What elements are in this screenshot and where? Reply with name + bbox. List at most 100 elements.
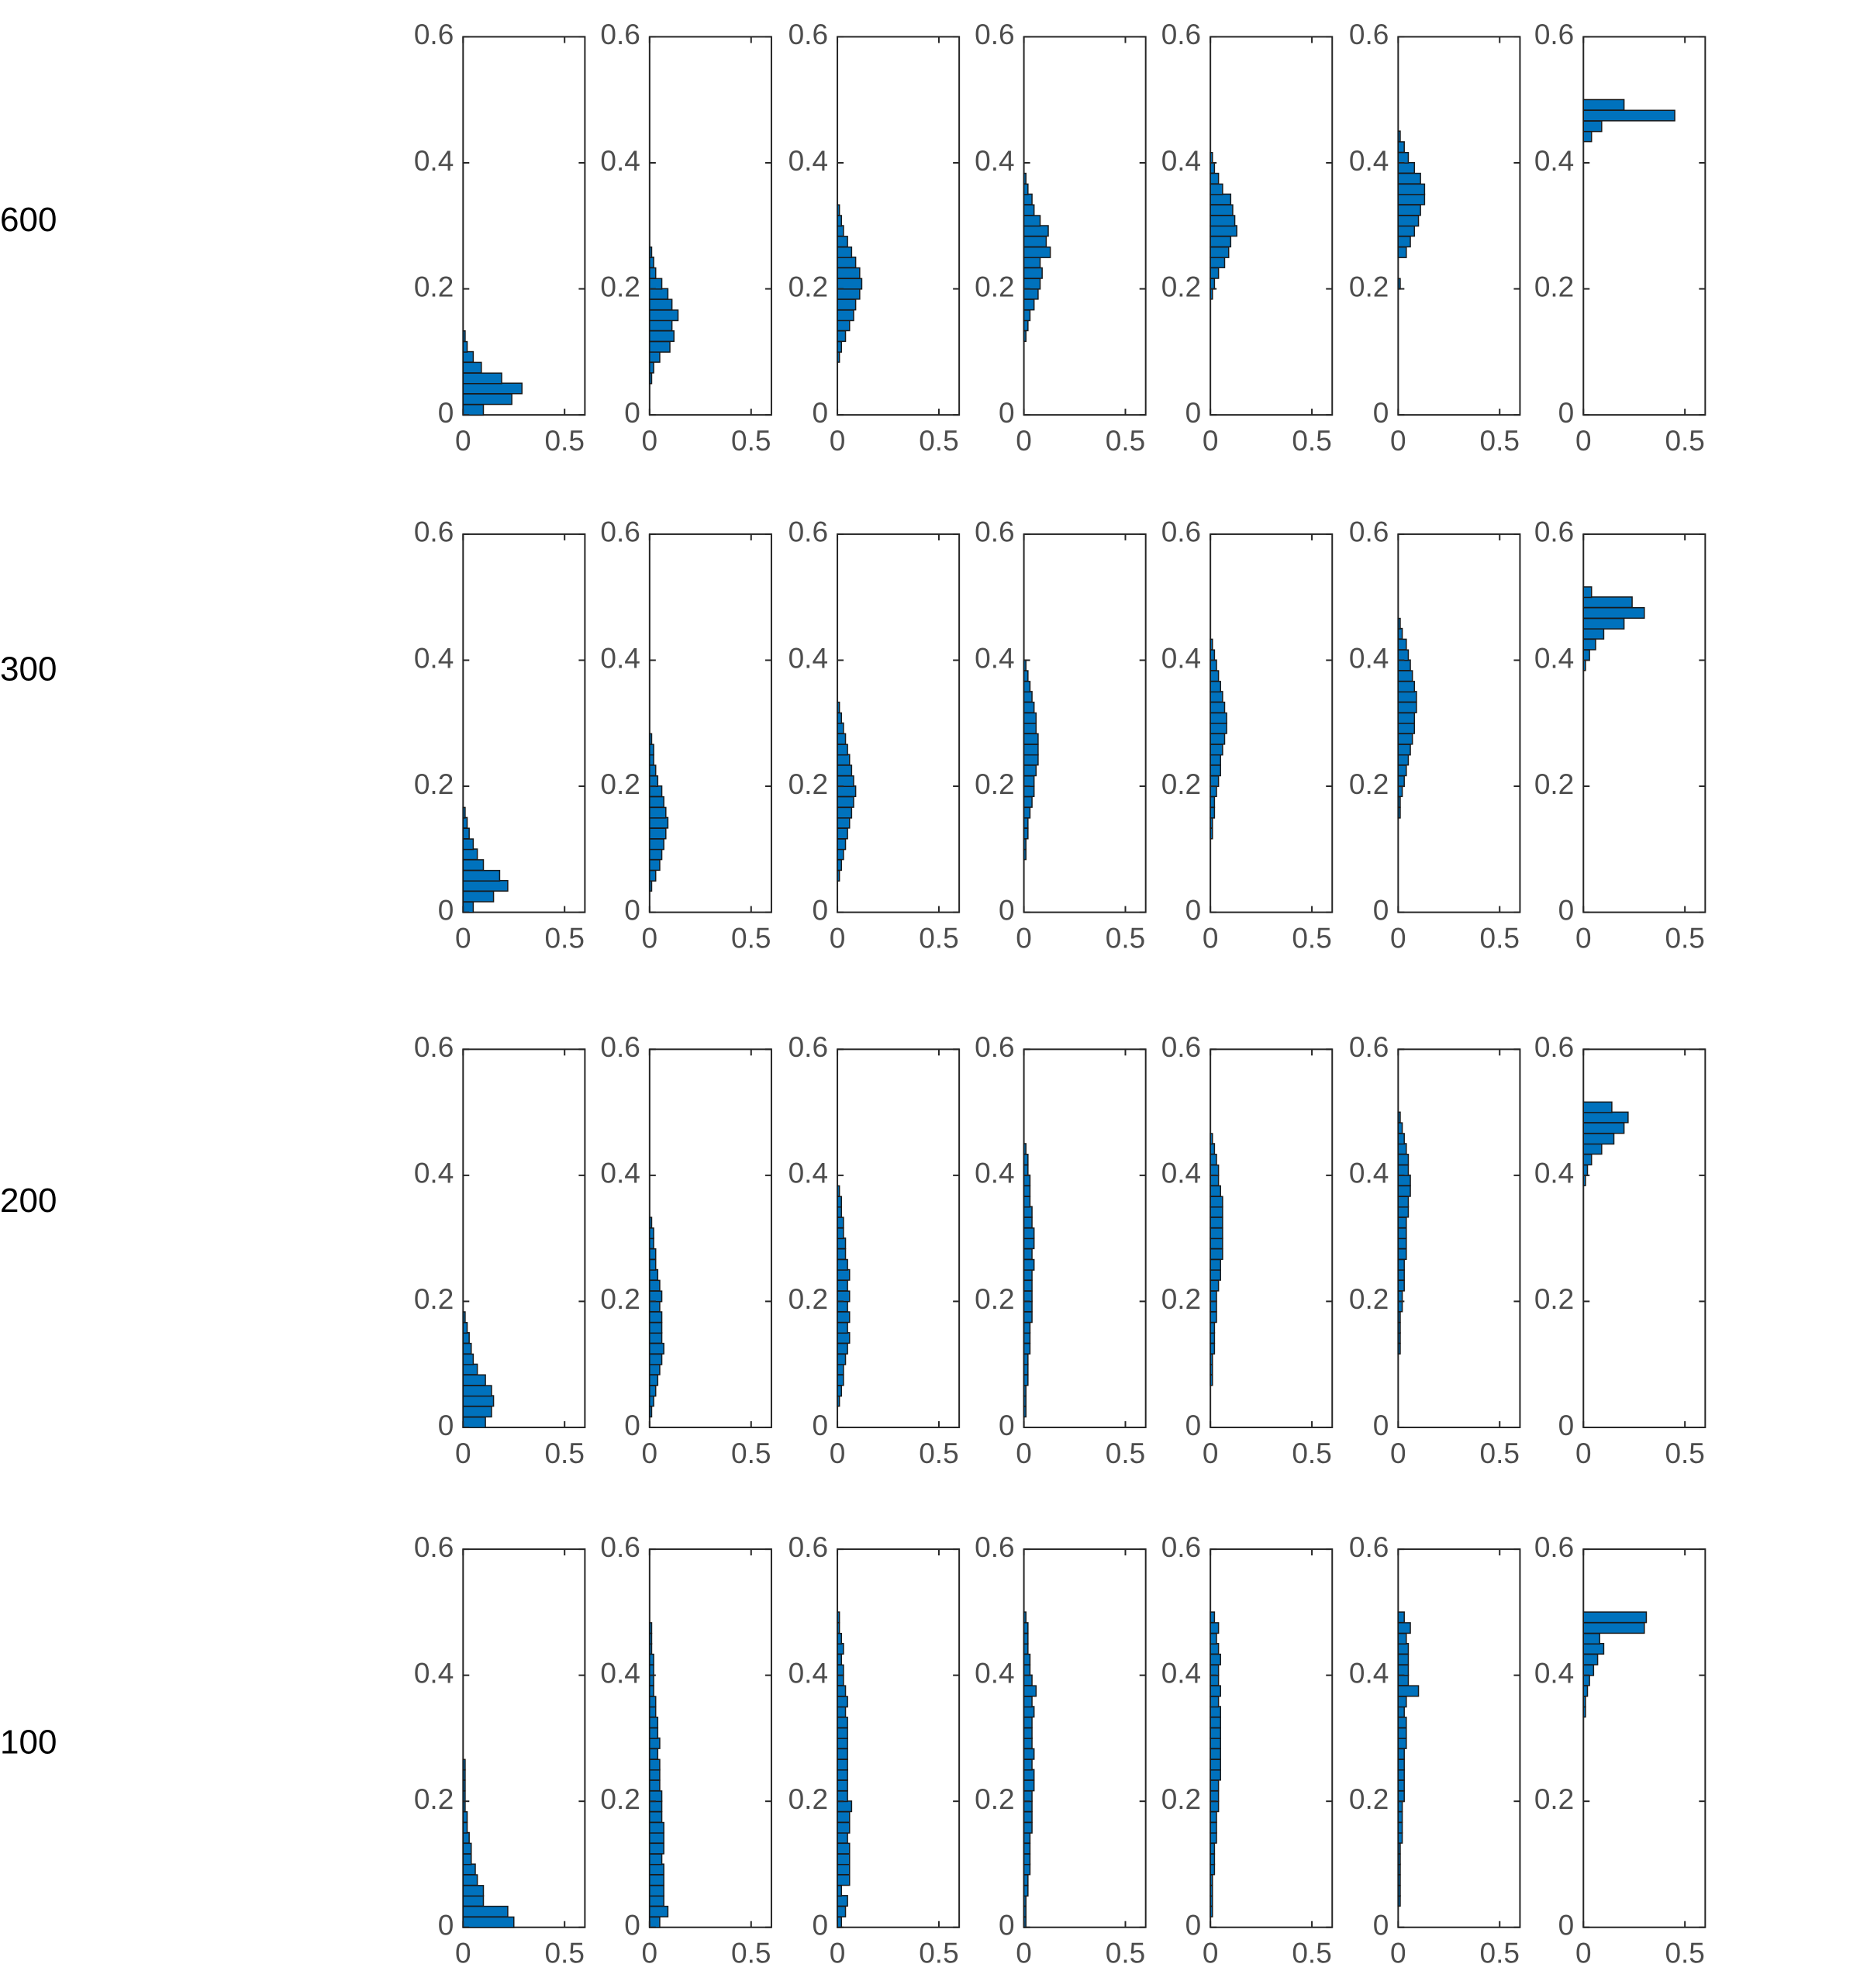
histogram-bar <box>462 382 523 395</box>
histogram-bar <box>837 1790 848 1803</box>
histogram-bar <box>1582 1111 1629 1123</box>
histogram-bar <box>837 1185 840 1197</box>
histogram-bar <box>1397 1196 1410 1208</box>
y-tick-label: 0.2 <box>789 768 828 800</box>
histogram-bar <box>837 1217 844 1229</box>
histogram-bar <box>837 1696 848 1708</box>
histogram-bar <box>837 722 844 734</box>
histogram-bar <box>1023 1790 1033 1803</box>
y-tick-label: 0.4 <box>1534 145 1574 177</box>
histogram-bar <box>1582 1696 1586 1708</box>
histogram-bar <box>1210 1622 1220 1634</box>
histogram-bar <box>837 267 861 279</box>
histogram-bar <box>1397 1122 1403 1134</box>
histogram-bar <box>462 350 474 363</box>
histogram-bar <box>1210 1748 1221 1760</box>
histogram-bar <box>649 1300 661 1313</box>
y-tick-label: 0.6 <box>1534 19 1574 50</box>
y-tick-label: 0 <box>999 1910 1015 1941</box>
histogram-bar <box>837 1821 851 1834</box>
histogram-bar <box>1023 1737 1033 1749</box>
histogram-panel: 0 0.2 0.4 0.6 0 0.5 <box>1534 516 1706 954</box>
y-tick-label: 0 <box>1185 1410 1202 1441</box>
histogram-bar <box>1210 681 1221 693</box>
axes-box <box>648 1548 772 1928</box>
y-tick-label: 0.2 <box>1534 271 1574 302</box>
histogram-bar <box>837 288 861 300</box>
histogram-bar <box>1582 607 1645 620</box>
histogram-bar <box>1023 1632 1029 1645</box>
histogram-bar <box>1023 215 1041 227</box>
histogram-bar <box>1397 1111 1401 1123</box>
histogram-panel: 0 0.2 0.4 0.6 0 0.5 <box>789 1531 961 1969</box>
histogram-bar <box>1210 775 1220 788</box>
x-tick-label: 0 <box>1390 1438 1406 1469</box>
y-tick-label: 0 <box>438 397 454 429</box>
histogram-bar <box>1210 1706 1221 1718</box>
histogram-bar <box>1023 1779 1035 1792</box>
histogram-bar <box>649 288 669 300</box>
histogram-bar <box>837 1758 848 1771</box>
x-tick-label: 0.5 <box>1665 1938 1704 1969</box>
axes-box <box>1210 1548 1334 1928</box>
x-tick-label: 0 <box>830 1938 846 1969</box>
histogram-bar <box>837 1268 851 1281</box>
histogram-bar <box>1023 1717 1033 1729</box>
histogram-bar <box>649 1632 653 1645</box>
histogram-bar <box>1023 1258 1035 1271</box>
y-tick-label: 0.4 <box>975 1158 1014 1189</box>
histogram-bar <box>1210 1810 1217 1824</box>
histogram-bar <box>649 1706 657 1718</box>
y-tick-label: 0.2 <box>1161 1783 1201 1815</box>
histogram-bar <box>1582 1632 1600 1645</box>
histogram-bar <box>1210 215 1236 227</box>
y-tick-label: 0.2 <box>600 271 640 302</box>
x-tick-label: 0.5 <box>1480 425 1520 457</box>
y-tick-label: 0.2 <box>414 1283 454 1315</box>
x-tick-label: 0.5 <box>1665 425 1704 457</box>
histogram-bar <box>1210 1217 1223 1229</box>
histogram-bar <box>1210 806 1216 819</box>
histogram-bar <box>1397 1874 1401 1886</box>
histogram-bar <box>462 1311 466 1324</box>
histogram-row-200: 200 0 0.2 0.4 0.6 0 0.5 0 0.2 0.4 0.6 0 0.5 0 0.2 0.4 0.… <box>0 1031 1706 1469</box>
histogram-bar <box>1023 330 1027 343</box>
histogram-bar <box>1210 1664 1220 1676</box>
y-tick-label: 0 <box>624 1910 640 1941</box>
histogram-bar <box>837 1737 848 1749</box>
histogram-bar <box>462 361 482 374</box>
histogram-bar <box>1582 627 1605 640</box>
histogram-bar <box>1023 775 1035 788</box>
histogram-bar <box>1210 670 1220 682</box>
histogram-bar <box>1397 1322 1401 1334</box>
histogram-bar <box>1023 1385 1027 1397</box>
histogram-bar <box>1210 1642 1220 1655</box>
histogram-bar <box>837 764 853 777</box>
histogram-bar <box>649 1311 663 1324</box>
y-tick-label: 0.6 <box>1161 1531 1201 1563</box>
histogram-bar <box>1210 288 1213 300</box>
histogram-bar <box>1210 193 1232 205</box>
histogram-bar <box>649 1874 664 1886</box>
y-tick-label: 0.2 <box>1349 1783 1389 1815</box>
histogram-bar <box>1397 161 1416 174</box>
histogram-panel: 0 0.2 0.4 0.6 0 0.5 <box>975 516 1147 954</box>
histogram-row-100: 100 0 0.2 0.4 0.6 0 0.5 0 0.2 0.4 0.6 0 0.5 0 0.2 0.4 0.… <box>0 1531 1706 1969</box>
histogram-bar <box>1210 764 1221 777</box>
histogram-bar <box>1582 109 1675 122</box>
histogram-bar <box>1023 1311 1033 1324</box>
histogram-bar <box>1397 691 1417 703</box>
y-tick-label: 0.4 <box>600 642 640 674</box>
histogram-bar <box>1397 1769 1405 1781</box>
histogram-bar <box>649 838 664 851</box>
histogram-bar <box>1023 838 1027 851</box>
histogram-bar <box>1023 754 1039 766</box>
axes-box <box>837 1548 961 1928</box>
histogram-bar <box>1210 183 1223 195</box>
y-tick-label: 0.6 <box>789 19 828 50</box>
y-tick-label: 0.4 <box>1534 1657 1574 1689</box>
histogram-panel: 0 0.2 0.4 0.6 0 0.5 <box>1349 516 1521 954</box>
histogram-bar <box>837 1332 851 1344</box>
histogram-panel: 0 0.2 0.4 0.6 0 0.5 <box>1161 19 1334 457</box>
histogram-bar <box>837 1674 844 1686</box>
